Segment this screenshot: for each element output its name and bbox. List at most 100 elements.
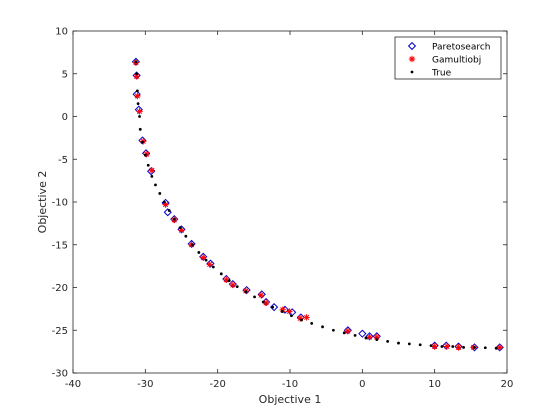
true-point xyxy=(280,310,284,313)
true-point xyxy=(141,140,144,144)
paretosearch-point xyxy=(132,90,141,99)
legend-marker-paretosearch xyxy=(407,41,417,51)
legend-label-gamultiobj: Gamultiobj xyxy=(432,56,481,66)
paretosearch-point xyxy=(495,343,504,352)
paretosearch-point xyxy=(134,105,143,114)
gamultiobj-point xyxy=(200,254,207,261)
true-point xyxy=(429,344,433,348)
true-point xyxy=(146,163,150,167)
gamultiobj-point xyxy=(206,261,213,268)
true-point xyxy=(143,153,147,157)
true-point xyxy=(418,343,422,347)
true-point xyxy=(290,314,293,318)
true-point xyxy=(227,279,231,283)
true-point xyxy=(136,102,140,106)
x-tick-label: 20 xyxy=(501,379,514,390)
legend: Paretosearch Gamultiobj True xyxy=(394,36,502,80)
true-point xyxy=(440,345,444,348)
gamultiobj-point xyxy=(443,343,451,350)
true-point xyxy=(162,200,166,204)
true-point xyxy=(158,192,162,195)
legend-label-true: True xyxy=(431,69,452,79)
legend-marker-gamultiobj xyxy=(408,55,416,63)
true-point xyxy=(375,338,379,342)
paretosearch-point xyxy=(358,329,367,338)
gamultiobj-point xyxy=(496,344,503,351)
true-point xyxy=(135,72,139,76)
true-point xyxy=(483,346,487,350)
true-point xyxy=(321,325,324,329)
y-tick-label: -15 xyxy=(52,240,68,251)
true-point xyxy=(134,60,138,64)
y-tick-label: 0 xyxy=(62,112,68,123)
series-true xyxy=(134,60,498,350)
gamultiobj-point xyxy=(257,291,265,299)
true-point xyxy=(150,174,154,178)
gamultiobj-point xyxy=(229,281,237,289)
true-point xyxy=(211,265,215,269)
true-point xyxy=(261,300,265,304)
true-point xyxy=(300,318,303,322)
legend-marker-true xyxy=(410,70,414,74)
true-point xyxy=(184,234,188,238)
true-point xyxy=(253,295,256,299)
plot-area xyxy=(72,30,508,374)
y-tick-label: -30 xyxy=(52,369,68,380)
true-point xyxy=(138,115,141,118)
x-axis-label: Objective 1 xyxy=(259,393,322,406)
true-point xyxy=(462,345,465,349)
true-point xyxy=(172,217,176,221)
x-tick-label: -30 xyxy=(137,379,153,390)
y-tick-label: -20 xyxy=(52,283,68,294)
gamultiobj-point xyxy=(143,150,150,158)
x-tick-label: -10 xyxy=(282,379,298,390)
y-tick-label: -10 xyxy=(52,198,68,209)
gamultiobj-point xyxy=(134,92,141,100)
y-tick-label: 10 xyxy=(55,27,68,38)
true-point xyxy=(386,339,390,343)
true-point xyxy=(353,333,357,337)
true-point xyxy=(397,341,400,345)
gamultiobj-point xyxy=(162,201,169,208)
true-point xyxy=(219,272,223,276)
legend-label-paretosearch: Paretosearch xyxy=(432,43,491,53)
y-tick-label: -5 xyxy=(58,155,68,166)
true-point xyxy=(332,328,335,332)
gamultiobj-point xyxy=(455,344,462,351)
gamultiobj-point xyxy=(303,314,310,321)
gamultiobj-point xyxy=(366,333,373,341)
true-point xyxy=(473,345,476,349)
y-tick-label: 5 xyxy=(62,69,68,80)
gamultiobj-point xyxy=(344,327,352,335)
true-point xyxy=(271,305,275,309)
x-tick-label: -40 xyxy=(65,379,81,390)
y-axis-label: Objective 2 xyxy=(36,171,49,234)
true-point xyxy=(364,336,368,340)
gamultiobj-point xyxy=(431,343,438,350)
gamultiobj-point xyxy=(136,108,143,115)
true-point xyxy=(197,251,201,254)
data-marks xyxy=(131,57,504,352)
y-tick-label: -25 xyxy=(52,326,68,337)
true-point xyxy=(178,226,182,230)
x-tick-label: 10 xyxy=(428,379,441,390)
true-point xyxy=(190,243,194,247)
true-point xyxy=(235,285,239,289)
gamultiobj-point xyxy=(148,167,156,174)
true-point xyxy=(407,342,411,346)
true-point xyxy=(167,209,171,212)
gamultiobj-point xyxy=(223,276,230,284)
true-point xyxy=(310,322,314,325)
x-tick-label: 0 xyxy=(359,379,365,390)
true-point xyxy=(204,258,208,262)
true-point xyxy=(494,346,498,350)
true-point xyxy=(244,290,248,294)
true-point xyxy=(342,331,346,335)
true-point xyxy=(138,127,142,131)
true-point xyxy=(154,183,157,187)
x-tick-label: -20 xyxy=(209,379,225,390)
true-point xyxy=(451,345,455,348)
gamultiobj-point xyxy=(286,308,293,315)
